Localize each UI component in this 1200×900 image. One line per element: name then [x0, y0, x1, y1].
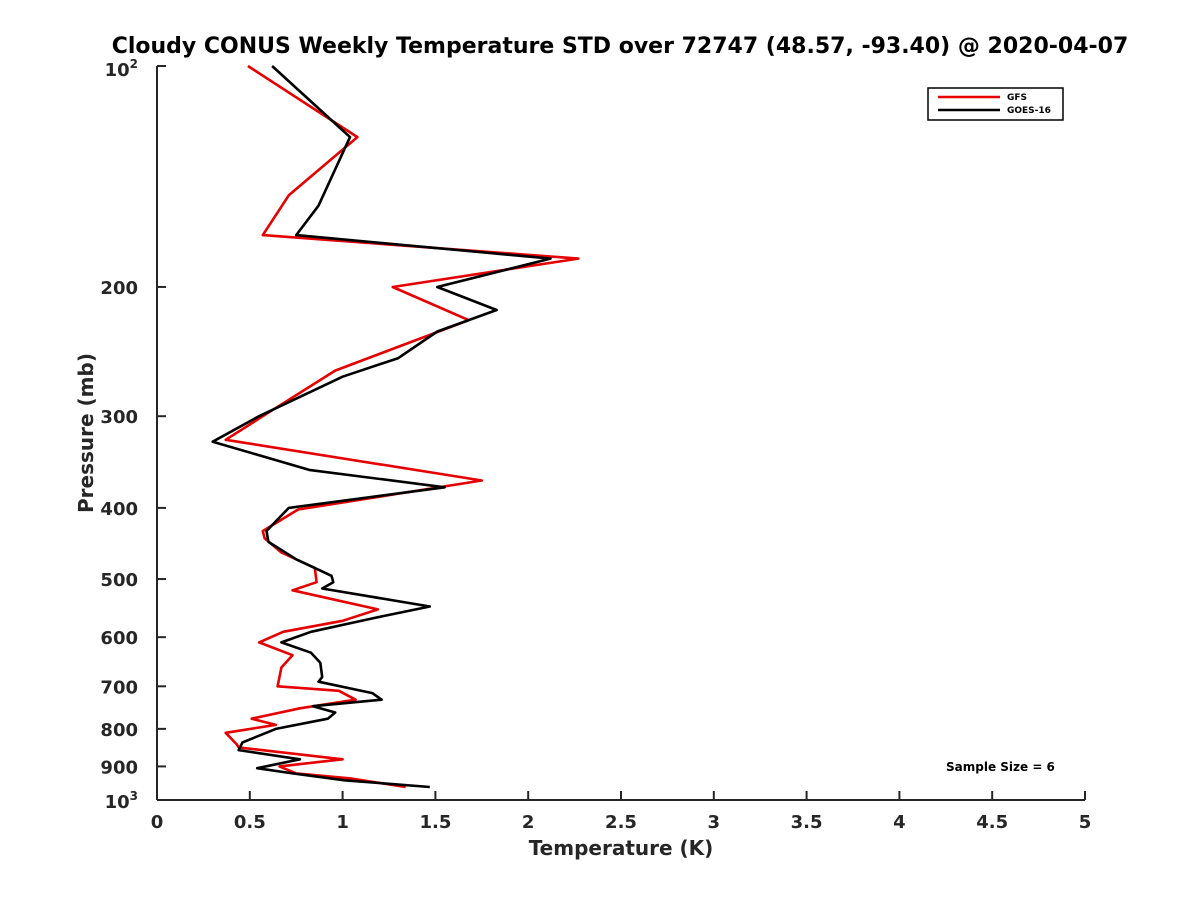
y-top-tick-label: 102 — [105, 57, 138, 81]
y-tick-label: 800 — [100, 720, 138, 741]
y-tick-label: 400 — [100, 499, 138, 520]
x-tick-label: 2.5 — [605, 812, 637, 833]
chart-title: Cloudy CONUS Weekly Temperature STD over… — [112, 34, 1129, 59]
y-tick-label: 500 — [100, 570, 138, 591]
y-tick-label: 900 — [100, 757, 138, 778]
x-tick-label: 5 — [1079, 812, 1092, 833]
series-layer — [211, 64, 580, 789]
sample-size-annotation: Sample Size = 6 — [946, 760, 1055, 774]
y-tick-label: 300 — [100, 407, 138, 428]
x-tick-label: 2 — [522, 812, 535, 833]
x-tick-label: 3 — [708, 812, 721, 833]
x-tick-label: 4.5 — [976, 812, 1008, 833]
y-top-tick-exponent: 2 — [130, 57, 138, 71]
x-ticks: 0 0.5 1 1.5 2 2.5 3 3.5 4 4.5 5 — [151, 791, 1092, 833]
legend-box — [927, 87, 1064, 121]
y-tick-label: 200 — [100, 278, 138, 299]
x-tick-label: 1 — [336, 812, 349, 833]
y-axis-label: Pressure (mb) — [74, 353, 98, 513]
x-axis-label: Temperature (K) — [529, 836, 714, 860]
y-bottom-tick-label: 103 — [105, 789, 138, 813]
y-tick-label: 700 — [100, 677, 138, 698]
x-tick-label: 3.5 — [791, 812, 823, 833]
x-tick-label: 0.5 — [234, 812, 266, 833]
y-ticks: 200 300 400 500 600 700 800 900 — [100, 65, 166, 801]
y-bottom-tick-base: 10 — [105, 792, 130, 813]
series-line-goes16 — [211, 65, 552, 789]
y-tick-label: 600 — [100, 628, 138, 649]
x-tick-label: 4 — [893, 812, 906, 833]
legend-label-goes16: GOES-16 — [1007, 106, 1051, 116]
x-tick-label: 1.5 — [419, 812, 451, 833]
x-tick-label: 0 — [151, 812, 164, 833]
y-top-tick-base: 10 — [105, 60, 130, 81]
y-bottom-tick-exponent: 3 — [130, 789, 138, 803]
plot-area — [156, 64, 1085, 801]
legend: GFS GOES-16 — [927, 87, 1064, 121]
plot-background — [157, 66, 1085, 800]
legend-label-gfs: GFS — [1007, 93, 1027, 103]
